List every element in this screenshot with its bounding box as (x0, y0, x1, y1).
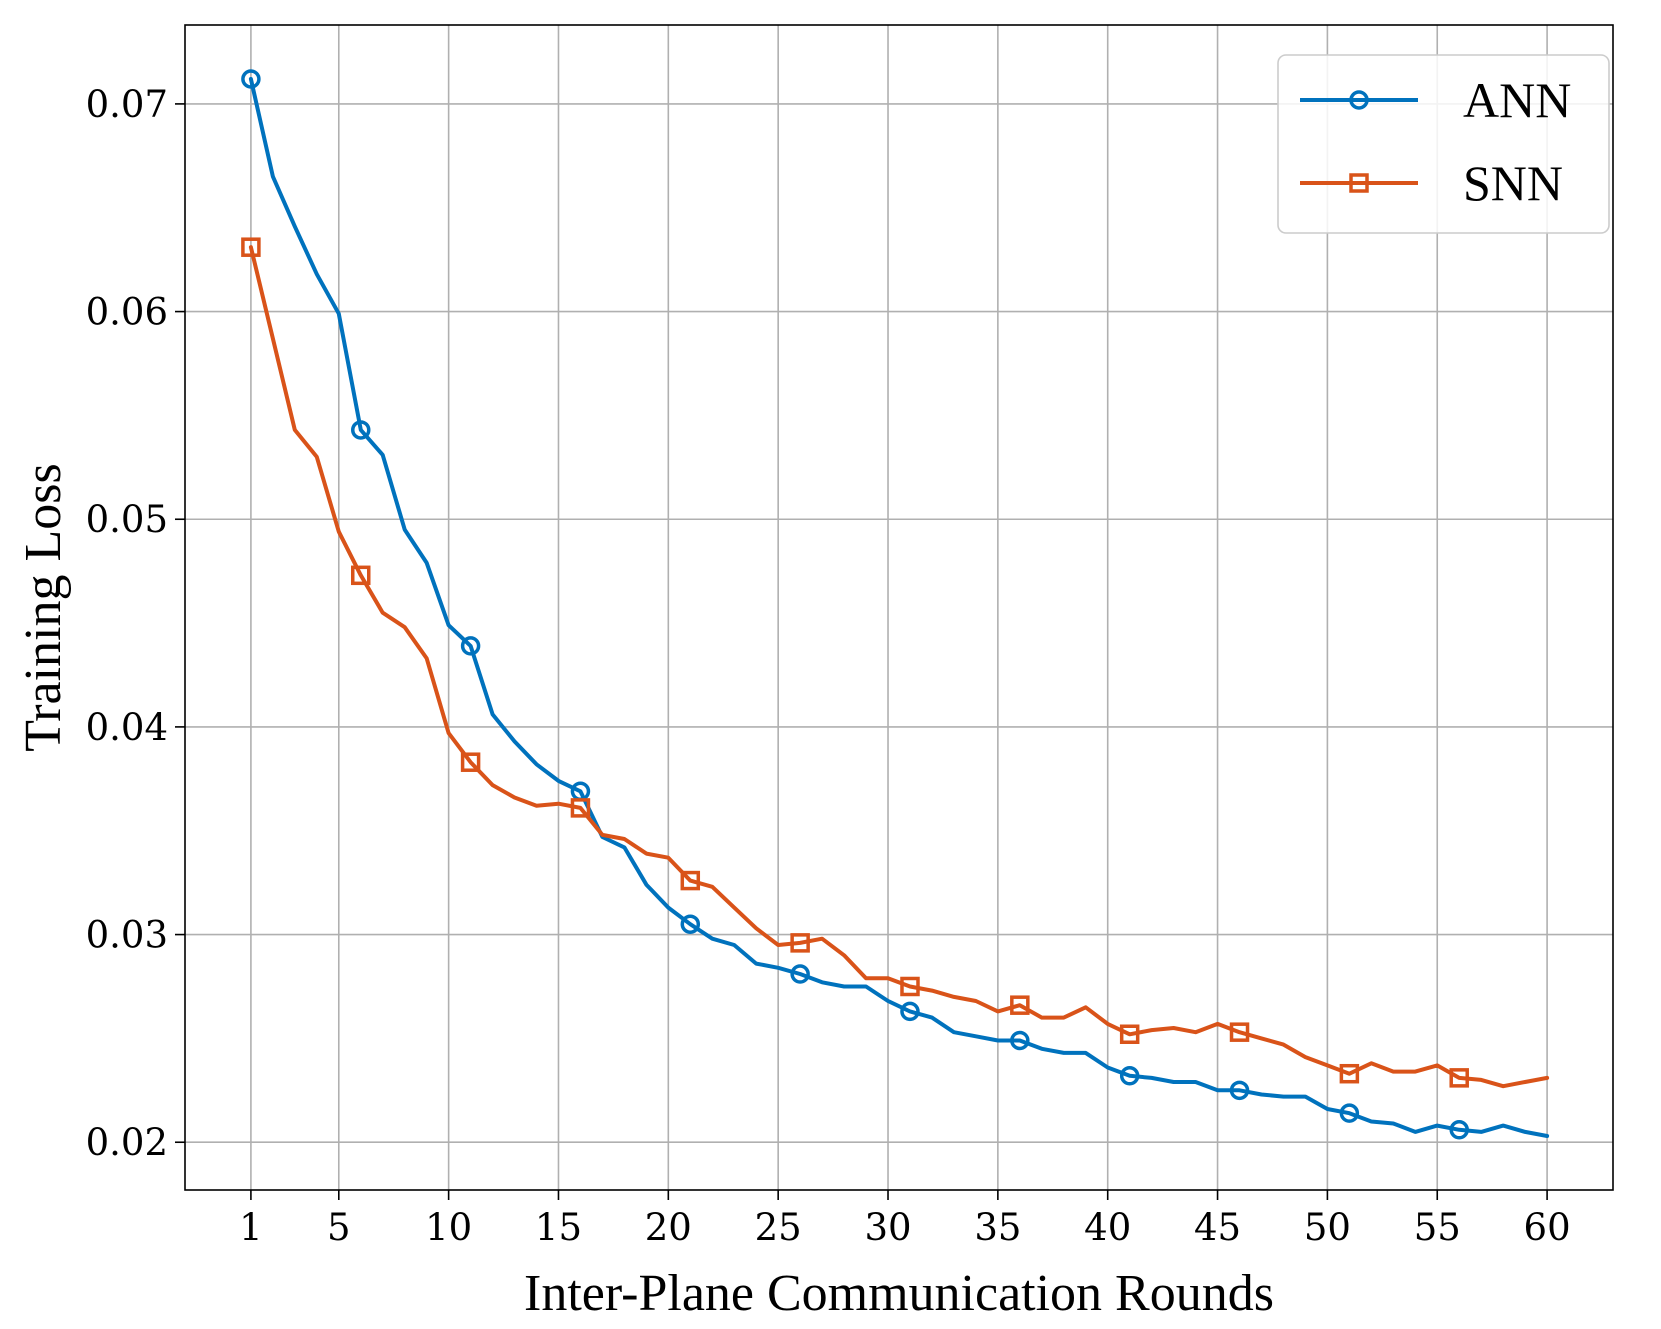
x-tick-label: 40 (1084, 1206, 1131, 1249)
data-point-ann (680, 914, 701, 934)
data-point-ann (1339, 1103, 1360, 1123)
legend-label-ann: ANN (1463, 72, 1571, 128)
x-tick-label: 55 (1414, 1206, 1461, 1249)
series-line-ann (248, 77, 1550, 1138)
legend: ANN SNN (1277, 54, 1610, 234)
data-point-ann (1010, 1030, 1030, 1051)
data-point-snn (1339, 1063, 1360, 1084)
data-point-ann (1119, 1066, 1140, 1086)
axes-frame (184, 24, 1614, 1191)
data-point-snn (900, 976, 920, 997)
legend-label-snn: SNN (1463, 155, 1563, 211)
data-point-snn (241, 237, 261, 257)
series-line-snn (248, 245, 1550, 1089)
y-axis-label: Training Loss (15, 463, 72, 751)
data-point-ann (351, 420, 371, 440)
series-snn (241, 237, 1550, 1089)
x-tick-label: 5 (327, 1206, 351, 1249)
x-tick-label: 60 (1524, 1206, 1571, 1249)
x-tick-label: 25 (755, 1206, 802, 1249)
data-point-ann (900, 1001, 920, 1022)
data-point-ann (1229, 1080, 1250, 1101)
legend-marker-snn (1349, 173, 1369, 193)
y-tick-label: 0.07 (86, 83, 168, 126)
y-tick-label: 0.03 (86, 914, 168, 957)
y-tick-label: 0.04 (86, 706, 168, 749)
axis-ticks: 1 5 10 15 20 25 30 35 40 45 50 55 600.020.030.040.05… (86, 83, 1571, 1249)
data-point-ann (790, 964, 810, 984)
y-tick-label: 0.02 (86, 1121, 168, 1164)
x-tick-label: 35 (974, 1206, 1021, 1249)
data-point-snn (460, 752, 481, 772)
legend-marker-ann (1349, 90, 1369, 110)
x-tick-label: 20 (645, 1206, 692, 1249)
data-point-snn (1119, 1024, 1140, 1045)
data-point-ann (1449, 1120, 1469, 1140)
series-layer (241, 69, 1550, 1140)
data-point-ann (460, 636, 481, 656)
data-point-snn (351, 565, 371, 586)
x-axis-label: Inter-Plane Communication Rounds (524, 1265, 1274, 1322)
x-tick-label: 45 (1194, 1206, 1241, 1249)
y-tick-label: 0.05 (86, 498, 168, 541)
data-point-ann (241, 69, 261, 89)
data-point-snn (1010, 995, 1030, 1015)
x-tick-label: 30 (864, 1206, 911, 1249)
data-point-snn (1229, 1022, 1250, 1042)
data-point-snn (680, 870, 701, 891)
x-tick-label: 1 (239, 1206, 263, 1249)
data-point-snn (570, 798, 591, 818)
x-tick-label: 10 (425, 1206, 472, 1249)
data-point-snn (1449, 1068, 1469, 1088)
y-tick-label: 0.06 (86, 291, 168, 334)
data-point-snn (790, 933, 810, 953)
x-tick-label: 15 (535, 1206, 582, 1249)
series-ann (241, 69, 1550, 1140)
x-tick-label: 50 (1304, 1206, 1351, 1249)
